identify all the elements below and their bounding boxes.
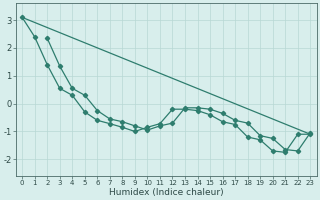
X-axis label: Humidex (Indice chaleur): Humidex (Indice chaleur) bbox=[109, 188, 224, 197]
